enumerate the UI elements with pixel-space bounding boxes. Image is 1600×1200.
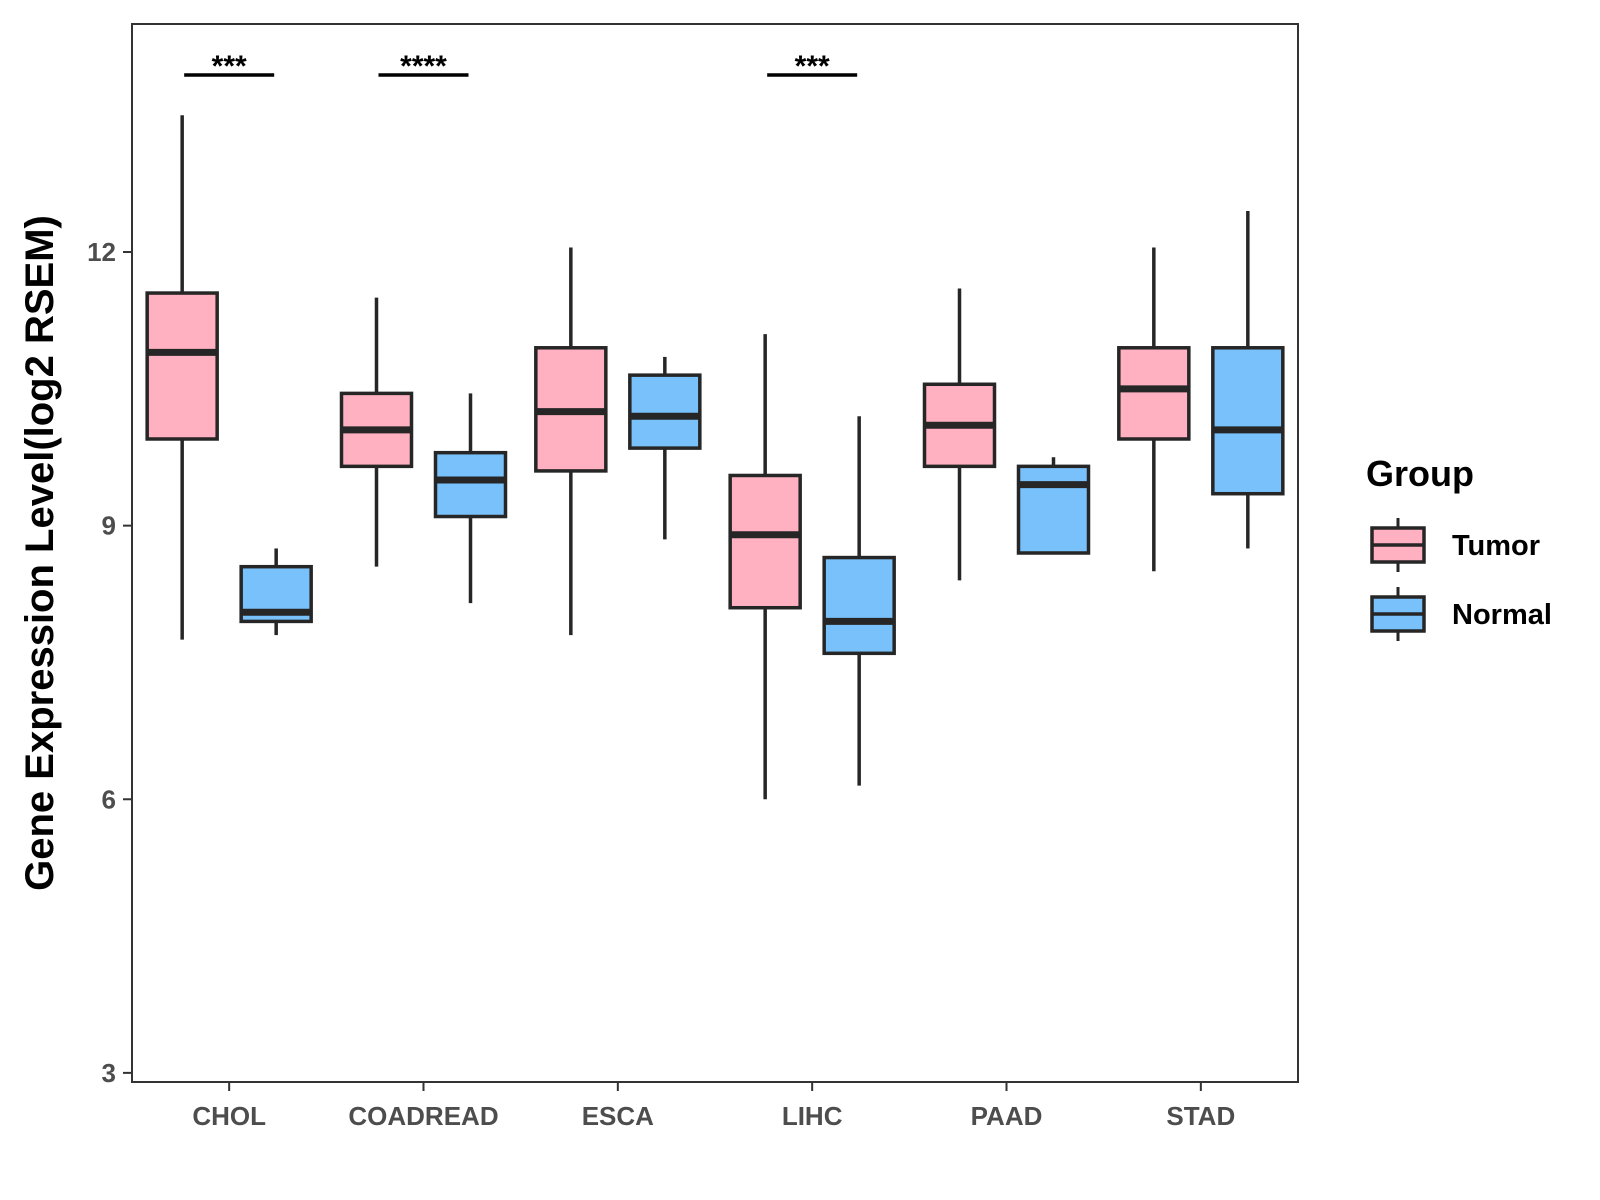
y-tick-label: 12: [87, 237, 116, 267]
box-body: [628, 373, 702, 450]
x-tick-label: PAAD: [971, 1101, 1043, 1131]
x-tick-label: STAD: [1166, 1101, 1235, 1131]
legend: Group Tumor Normal: [1366, 453, 1552, 641]
box-normal-chol: [239, 548, 313, 636]
box-tumor-chol: [145, 115, 219, 640]
box-normal-paad: [1016, 457, 1091, 555]
significance-coadread: ****: [378, 50, 469, 83]
legend-key-tumor: [1370, 518, 1426, 572]
box-body: [1117, 346, 1191, 441]
x-tick-label: CHOL: [192, 1101, 266, 1131]
x-tick-label: LIHC: [782, 1101, 843, 1131]
legend-item-tumor: Tumor: [1370, 518, 1540, 572]
box-body: [728, 473, 802, 610]
significance-label: ****: [400, 50, 447, 83]
box-tumor-esca: [534, 247, 608, 636]
significance-label: ***: [795, 50, 830, 83]
y-axis-label: Gene Expression Level(log2 RSEM): [18, 215, 62, 891]
significance-chol: ***: [184, 50, 275, 83]
box-body: [822, 555, 896, 656]
box-tumor-coadread: [339, 297, 414, 567]
plot-area: *** **** ***: [145, 50, 1285, 800]
box-body: [145, 291, 219, 441]
legend-item-normal: Normal: [1370, 587, 1552, 641]
x-tick-label: ESCA: [582, 1101, 654, 1131]
legend-label-normal: Normal: [1452, 599, 1552, 631]
x-axis: CHOL COADREAD ESCA LIHC PAAD STAD: [192, 1082, 1235, 1131]
box-tumor-lihc: [728, 334, 802, 800]
box-normal-coadread: [433, 393, 508, 604]
plot-frame: [131, 23, 1299, 1083]
y-tick-label: 3: [102, 1058, 116, 1088]
y-tick-label: 6: [102, 784, 116, 814]
box-tumor-stad: [1117, 247, 1191, 572]
box-body: [1016, 464, 1091, 555]
y-tick-label: 9: [102, 511, 116, 541]
box-normal-esca: [628, 356, 702, 540]
legend-label-tumor: Tumor: [1452, 530, 1540, 562]
box-body: [1211, 346, 1285, 496]
significance-label: ***: [212, 50, 247, 83]
box-body: [433, 450, 508, 519]
y-axis: 3 6 9 12: [87, 237, 132, 1088]
x-tick-label: COADREAD: [348, 1101, 498, 1131]
box-tumor-paad: [922, 288, 997, 581]
legend-title: Group: [1366, 453, 1474, 494]
box-normal-stad: [1211, 210, 1285, 549]
legend-key-normal: [1370, 587, 1426, 641]
box-normal-lihc: [822, 416, 896, 786]
significance-lihc: ***: [767, 50, 858, 83]
